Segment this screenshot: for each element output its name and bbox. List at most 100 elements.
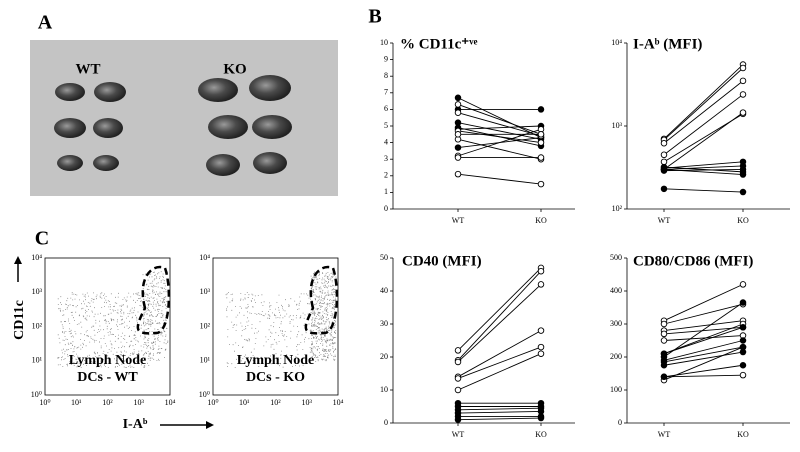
x-tick-label: WT <box>658 216 671 225</box>
data-point <box>660 330 668 338</box>
y-tick-label: 10⁴ <box>611 38 622 47</box>
panel-label: C <box>35 228 49 250</box>
data-point <box>660 158 668 166</box>
photo: WT KO <box>30 40 338 196</box>
series-line <box>663 374 744 378</box>
y-tick-label: 100 <box>610 385 622 394</box>
series-line <box>457 112 542 137</box>
y-tick-label: 10² <box>200 321 211 330</box>
y-tick-label: 2 <box>384 171 388 180</box>
lymph-nodes <box>54 75 292 176</box>
data-point <box>537 131 545 138</box>
data-point <box>739 299 747 306</box>
series-line <box>457 267 542 351</box>
y-tick-label: 40 <box>380 286 388 295</box>
series-line <box>663 351 744 366</box>
series-line <box>663 67 744 141</box>
x-tick-label: 10⁰ <box>39 398 50 407</box>
y-tick-label: 10⁴ <box>199 253 210 262</box>
x-tick-label: WT <box>452 430 465 439</box>
series-line <box>457 270 542 361</box>
photo-background <box>30 40 338 196</box>
series-line <box>663 335 744 341</box>
data-point <box>537 414 545 422</box>
panel-label: B <box>368 6 381 28</box>
x-tick-label: 10³ <box>302 398 313 407</box>
y-tick-label: 0 <box>384 418 388 427</box>
series-line <box>457 138 542 160</box>
series-line <box>663 188 744 193</box>
x-axis-label: I-Aᵇ <box>123 417 148 432</box>
y-tick-label: 30 <box>380 319 388 328</box>
series-line <box>457 130 542 144</box>
gate <box>304 265 339 335</box>
series-line <box>457 353 542 391</box>
series-line <box>663 64 744 140</box>
series-line <box>457 417 542 421</box>
x-tick-label: KO <box>535 216 547 225</box>
flow-dots <box>57 271 169 368</box>
y-tick-label: 20 <box>380 352 388 361</box>
plot-label: Lymph Node <box>237 353 314 368</box>
data-point <box>660 373 668 381</box>
flow-dots <box>225 271 337 368</box>
data-point <box>739 348 747 356</box>
y-tick-label: 10³ <box>32 287 43 296</box>
series-line <box>663 346 744 363</box>
y-tick-label: 10 <box>380 38 388 47</box>
y-tick-label: 6 <box>384 104 388 113</box>
y-tick-label: 10⁰ <box>199 390 210 399</box>
y-axis-label: CD11c <box>12 300 27 340</box>
series-line <box>663 166 744 173</box>
x-tick-label: 10¹ <box>71 398 82 407</box>
data-point <box>660 166 668 173</box>
data-point <box>454 416 462 423</box>
data-point <box>660 350 668 357</box>
y-tick-label: 10² <box>32 321 43 330</box>
y-tick-label: 300 <box>610 319 622 328</box>
photo-label: KO <box>223 61 246 77</box>
data-point <box>454 386 462 394</box>
y-tick-label: 3 <box>384 154 388 163</box>
y-tick-label: 50 <box>380 253 388 262</box>
series-line <box>457 284 542 363</box>
x-tick-label: KO <box>535 430 547 439</box>
data-point <box>660 362 668 369</box>
x-tick-label: WT <box>658 430 671 439</box>
y-tick-label: 200 <box>610 352 622 361</box>
data-point <box>537 267 545 275</box>
panel-label: A <box>38 12 53 34</box>
data-point <box>739 362 747 369</box>
data-point <box>537 154 545 161</box>
y-tick-label: 10 <box>380 385 388 394</box>
axis-arrow <box>206 421 214 429</box>
y-tick-label: 10³ <box>612 121 623 130</box>
data-point <box>660 151 668 159</box>
series-line <box>457 346 542 379</box>
y-tick-label: 4 <box>384 137 388 146</box>
x-tick-label: WT <box>452 216 465 225</box>
data-point <box>537 327 545 334</box>
plot-label: DCs - KO <box>246 370 305 385</box>
data-point <box>454 347 462 354</box>
data-point <box>537 139 545 146</box>
charts: 0 1 2 3 4 5 6 7 8 9 10 WT KO % CD11c⁺ᵛᵉ 10² 10³ 10⁴ WT KO I… <box>380 36 790 439</box>
chart-title: I-Aᵇ (MFI) <box>633 36 702 52</box>
chart-title: CD40 (MFI) <box>402 253 482 269</box>
data-point <box>454 131 462 138</box>
plot-frame <box>212 257 339 396</box>
y-tick-label: 9 <box>384 54 388 63</box>
y-tick-label: 0 <box>618 418 622 427</box>
y-tick-label: 10² <box>612 204 623 213</box>
y-tick-label: 10¹ <box>200 356 211 365</box>
plot-frame <box>44 257 171 396</box>
data-point <box>660 320 668 328</box>
data-point <box>739 188 747 196</box>
y-tick-label: 400 <box>610 286 622 295</box>
x-tick-label: 10¹ <box>239 398 250 407</box>
series-line <box>663 302 744 358</box>
series-line <box>663 326 744 335</box>
data-point <box>660 139 668 147</box>
data-point <box>739 337 747 344</box>
